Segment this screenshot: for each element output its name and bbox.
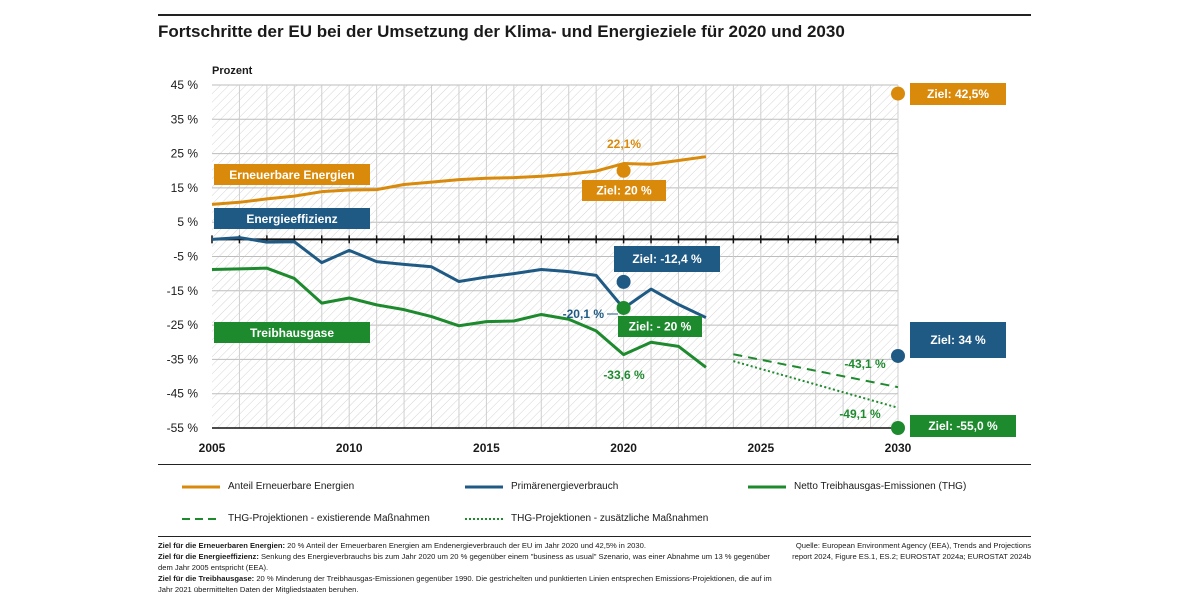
divider [158, 536, 1031, 537]
x-tick-label: 2020 [610, 441, 637, 455]
series-line [733, 360, 899, 409]
target-label-box [618, 316, 702, 337]
series-line [211, 266, 707, 369]
legend-swatch-primary-energy [465, 485, 503, 488]
series-line [733, 353, 899, 389]
y-tick-label: -5 % [173, 250, 198, 264]
top-rule [158, 14, 1031, 16]
target-label-box [910, 415, 1016, 437]
y-tick-label: -45 % [167, 387, 199, 401]
target-label: Ziel: -55,0 % [928, 419, 998, 433]
target-marker [891, 86, 905, 101]
y-tick-label: 45 % [171, 78, 199, 92]
legend-primary-energy: Primärenergieverbrauch [465, 481, 618, 492]
y-tick-label: -25 % [167, 318, 199, 332]
series-tag-label: Erneuerbare Energien [229, 168, 354, 182]
x-tick-label: 2030 [885, 441, 912, 455]
x-tick-label: 2005 [199, 441, 226, 455]
target-label: Ziel: - 20 % [629, 320, 692, 334]
legend-label: Netto Treibhausgas-Emissionen (THG) [794, 481, 967, 492]
series-tag-box [214, 208, 370, 229]
x-tick-label: 2015 [473, 441, 500, 455]
chart-title: Fortschritte der EU bei der Umsetzung de… [158, 22, 845, 41]
series-tag-box [214, 164, 370, 185]
legend-renewables: Anteil Erneuerbare Energien [182, 481, 354, 492]
value-annotation: 22,1% [607, 137, 641, 151]
series-line [211, 155, 707, 206]
y-tick-label: 25 % [171, 147, 199, 161]
target-label: Ziel: 20 % [596, 184, 652, 198]
legend-swatch-ghg [748, 485, 786, 488]
legend-swatch-renewables [182, 485, 220, 488]
note-efficiency: Ziel für die Energieeffizienz: Senkung d… [158, 552, 770, 572]
legend-swatch-ghg-existing [182, 517, 220, 520]
series-tag-label: Treibhausgase [250, 326, 334, 340]
y-tick-label: -35 % [167, 352, 199, 366]
target-marker [616, 300, 631, 315]
legend-label: Anteil Erneuerbare Energien [228, 481, 355, 492]
legend-label: Primärenergieverbrauch [511, 481, 619, 492]
target-label: Ziel: 34 % [930, 333, 986, 347]
target-label-box [614, 246, 720, 272]
series-tag-box [214, 322, 370, 343]
note-renewables: Ziel für die Erneuerbaren Energien: 20 %… [158, 541, 646, 550]
y-tick-label: -15 % [167, 284, 199, 298]
value-annotation: -20,1 % [563, 307, 605, 321]
source-note: Quelle: European Environment Agency (EEA… [792, 541, 1031, 561]
y-tick-label: -55 % [167, 421, 199, 435]
value-annotation: -33,6 % [603, 368, 645, 382]
target-marker [891, 421, 905, 435]
legend-label: THG-Projektionen - existierende Maßnahme… [228, 513, 430, 524]
target-label-box [910, 322, 1006, 358]
value-annotation: -49,1 % [839, 407, 881, 421]
target-marker [616, 163, 631, 178]
y-axis-label: Prozent [212, 65, 253, 77]
y-tick-label: 5 % [177, 215, 198, 229]
value-annotation: -43,1 % [844, 357, 886, 371]
legend-swatch-ghg-additional [465, 517, 503, 520]
target-label-box [582, 180, 666, 201]
note-ghg: Ziel für die Treibhausgase: 20 % Minderu… [158, 574, 772, 594]
legend-ghg-existing: THG-Projektionen - existierende Maßnahme… [182, 513, 430, 524]
series-tag-label: Energieeffizienz [246, 212, 337, 226]
x-tick-label: 2010 [336, 441, 363, 455]
y-tick-label: 35 % [171, 112, 199, 126]
footnotes: Ziel für die Erneuerbaren Energien: 20 %… [158, 540, 778, 595]
legend-label: THG-Projektionen - zusätzliche Maßnahmen [511, 513, 709, 524]
target-marker [616, 274, 631, 289]
legend-ghg: Netto Treibhausgas-Emissionen (THG) [748, 481, 966, 492]
legend-ghg-additional: THG-Projektionen - zusätzliche Maßnahmen [465, 513, 708, 524]
target-marker [891, 348, 905, 363]
target-label: Ziel: 42,5% [927, 87, 989, 101]
chart-area: 45 % 35 % 25 % 15 % 5 % -5 % -15 % -25 % -35 % -4… [167, 65, 1016, 455]
y-tick-label: 15 % [171, 181, 199, 195]
x-tick-label: 2025 [747, 441, 774, 455]
divider [158, 464, 1031, 465]
target-label: Ziel: -12,4 % [632, 252, 702, 266]
target-label-box [910, 83, 1006, 105]
